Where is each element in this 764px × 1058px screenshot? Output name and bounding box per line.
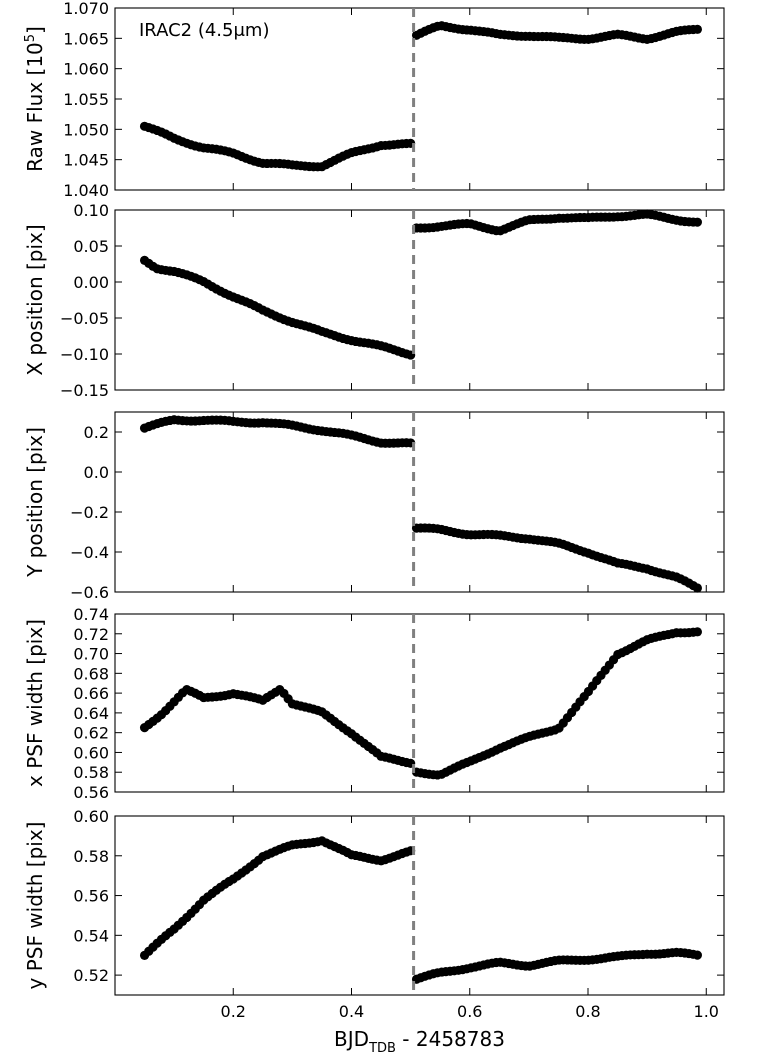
x-axis-label-suffix: - 2458783 — [396, 1027, 505, 1051]
y-tick-label: 0.64 — [73, 704, 109, 723]
y-tick-label: 0.0 — [84, 463, 109, 482]
y-tick-label: 0.56 — [73, 887, 109, 906]
data-point — [692, 217, 702, 227]
y-tick-label: 0.60 — [73, 743, 109, 762]
y-tick-label: 0.2 — [84, 423, 109, 442]
y-axis-label-end: ] — [23, 26, 47, 34]
panel-x-position: −0.15 −0.10 −0.05 0.00 0.05 0.10 X position [p… — [23, 201, 725, 400]
y-tick-label: 0.62 — [73, 724, 109, 743]
y-tick-label: 0.00 — [73, 273, 109, 292]
y-tick-label: −0.15 — [60, 381, 109, 400]
y-tick-label: 1.055 — [63, 90, 109, 109]
panel-y-psf-width: 0.52 0.54 0.56 0.58 0.60 y PSF width [pix] 0.2… — [23, 807, 725, 1021]
x-tick-label: 0.2 — [221, 1002, 246, 1021]
y-tick-label: −0.6 — [70, 583, 109, 602]
series-markers — [139, 415, 702, 593]
panel-raw-flux: 1.040 1.045 1.050 1.055 1.060 1.065 1.070 Raw F… — [23, 0, 725, 200]
panel-y-position: −0.6 −0.4 −0.2 0.0 0.2 Y position [pix] — [23, 411, 725, 602]
y-axis-label-main: x PSF width [pix] — [23, 619, 47, 787]
x-tick-label: 0.8 — [575, 1002, 600, 1021]
y-tick-label: 0.05 — [73, 237, 109, 256]
y-tick-label: 0.52 — [73, 966, 109, 985]
panel-x-psf-width: 0.560.580.600.620.640.660.680.700.720.74… — [23, 605, 725, 802]
data-point — [692, 950, 702, 960]
series-markers — [139, 627, 702, 780]
y-tick-label: 0.10 — [73, 201, 109, 220]
x-tick-label: 0.4 — [339, 1002, 364, 1021]
annotation-label: IRAC2 (4.5μm) — [139, 20, 269, 41]
series-markers — [139, 209, 702, 360]
y-tick-label: 0.68 — [73, 664, 109, 683]
y-tick-label: 0.70 — [73, 645, 109, 664]
y-axis-label-main: Raw Flux [10 — [23, 42, 47, 172]
y-axis-label: X position [pix] — [23, 224, 47, 375]
y-axis-label: Y position [pix] — [23, 427, 47, 578]
y-axis-label: x PSF width [pix] — [23, 619, 47, 787]
y-tick-label: 1.065 — [63, 29, 109, 48]
y-axis-label: y PSF width [pix] — [23, 822, 47, 990]
y-tick-label: 0.54 — [73, 926, 109, 945]
y-tick-label: −0.2 — [70, 503, 109, 522]
x-axis-label-main: BJD — [334, 1027, 369, 1051]
y-tick-label: 1.070 — [63, 0, 109, 18]
y-tick-label: 0.60 — [73, 807, 109, 826]
y-tick-label: 0.66 — [73, 684, 109, 703]
data-point — [692, 627, 702, 637]
x-axis-label-sub: TDB — [368, 1041, 396, 1056]
y-axis-label-main: X position [pix] — [23, 224, 47, 375]
x-tick-label: 1.0 — [694, 1002, 719, 1021]
y-axis-label-sup: 5 — [23, 34, 38, 42]
plot-frame — [114, 209, 725, 391]
y-tick-label: 1.040 — [63, 181, 109, 200]
y-axis-label-main: Y position [pix] — [23, 427, 47, 578]
plot-frame — [114, 613, 725, 793]
y-tick-label: 1.050 — [63, 120, 109, 139]
y-tick-label: 0.74 — [73, 605, 109, 624]
x-tick-label: 0.6 — [457, 1002, 482, 1021]
plot-frame — [114, 411, 725, 593]
y-tick-label: −0.4 — [70, 543, 109, 562]
y-tick-label: 0.58 — [73, 847, 109, 866]
plot-frame — [114, 815, 725, 996]
series-markers — [139, 836, 702, 984]
x-axis-label: BJDTDB - 2458783 — [334, 1027, 505, 1056]
data-point — [692, 583, 702, 593]
y-tick-label: 0.56 — [73, 783, 109, 802]
y-tick-label: −0.05 — [60, 309, 109, 328]
y-tick-label: 1.060 — [63, 60, 109, 79]
y-tick-label: 0.58 — [73, 763, 109, 782]
y-axis-label-main: y PSF width [pix] — [23, 822, 47, 990]
y-axis-label: Raw Flux [105] — [23, 26, 47, 172]
series-markers — [139, 21, 702, 172]
y-tick-label: −0.10 — [60, 345, 109, 364]
y-tick-label: 1.045 — [63, 151, 109, 170]
y-tick-label: 0.72 — [73, 625, 109, 644]
data-point — [692, 24, 702, 34]
